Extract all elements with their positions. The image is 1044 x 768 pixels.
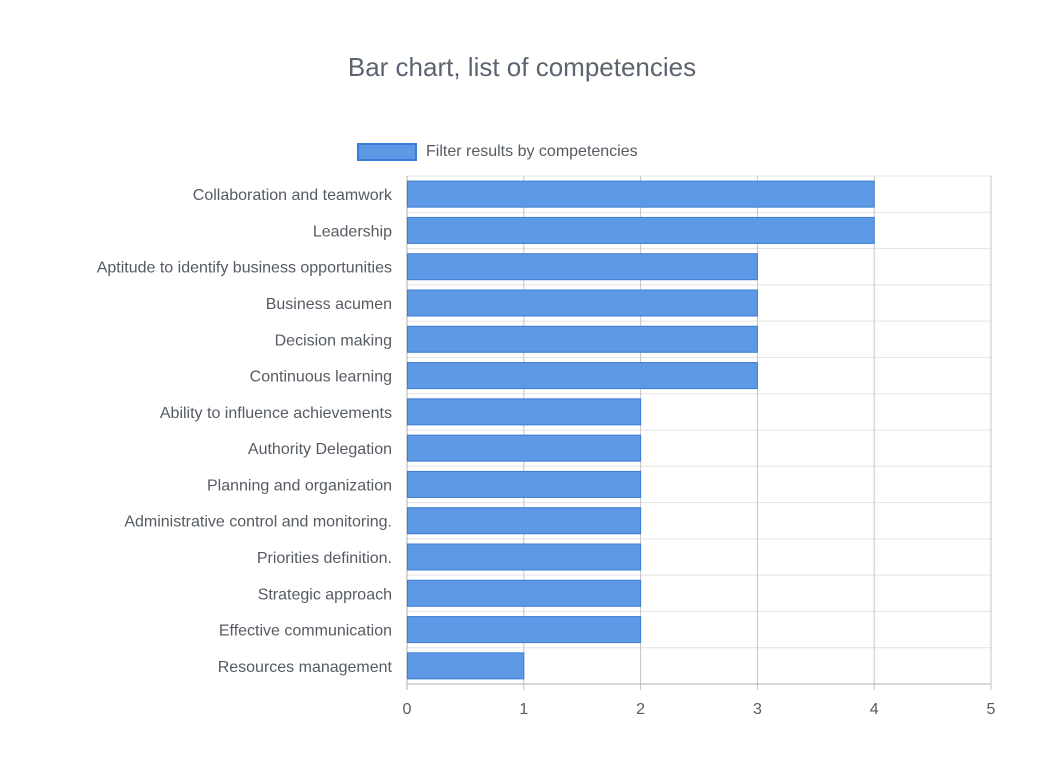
x-tick-label: 0 bbox=[403, 701, 412, 718]
category-label: Resources management bbox=[218, 659, 393, 676]
legend-swatch bbox=[357, 143, 417, 161]
category-label: Decision making bbox=[275, 332, 392, 349]
bar bbox=[407, 507, 642, 535]
bar bbox=[407, 434, 642, 462]
x-tick-label: 4 bbox=[870, 701, 879, 718]
category-label: Leadership bbox=[313, 223, 392, 240]
category-label: Effective communication bbox=[219, 623, 392, 640]
bar bbox=[407, 289, 758, 317]
bar bbox=[407, 325, 758, 353]
bar bbox=[407, 652, 525, 680]
bar bbox=[407, 579, 642, 607]
bar bbox=[407, 180, 875, 208]
category-label: Continuous learning bbox=[250, 369, 392, 386]
bar bbox=[407, 253, 758, 281]
category-label: Ability to influence achievements bbox=[160, 405, 392, 422]
bar bbox=[407, 216, 875, 244]
bar bbox=[407, 616, 642, 644]
category-label: Aptitude to identify business opportunit… bbox=[97, 260, 392, 277]
labels-layer: 0 1 2 3 4 5 Collaboration and teamwork Leadersh… bbox=[97, 187, 996, 718]
grid-layer bbox=[406, 175, 992, 690]
category-label: Collaboration and teamwork bbox=[193, 187, 393, 204]
bar bbox=[407, 543, 642, 571]
bar bbox=[407, 362, 758, 390]
category-label: Administrative control and monitoring. bbox=[124, 514, 392, 531]
chart-title: Bar chart, list of competencies bbox=[347, 52, 697, 82]
bar bbox=[407, 470, 642, 498]
x-tick-label: 1 bbox=[519, 701, 528, 718]
bar bbox=[407, 398, 642, 426]
x-tick-label: 3 bbox=[753, 701, 762, 718]
category-label: Authority Delegation bbox=[248, 441, 392, 458]
category-label: Strategic approach bbox=[258, 586, 392, 603]
legend[interactable]: Filter results by competencies bbox=[357, 141, 638, 163]
category-label: Planning and organization bbox=[207, 477, 392, 494]
bars-layer bbox=[407, 180, 875, 680]
legend-label: Filter results by competencies bbox=[426, 143, 638, 160]
x-tick-label: 5 bbox=[987, 701, 996, 718]
x-tick-label: 2 bbox=[636, 701, 645, 718]
category-label: Priorities definition. bbox=[257, 550, 392, 567]
category-label: Business acumen bbox=[266, 296, 392, 313]
